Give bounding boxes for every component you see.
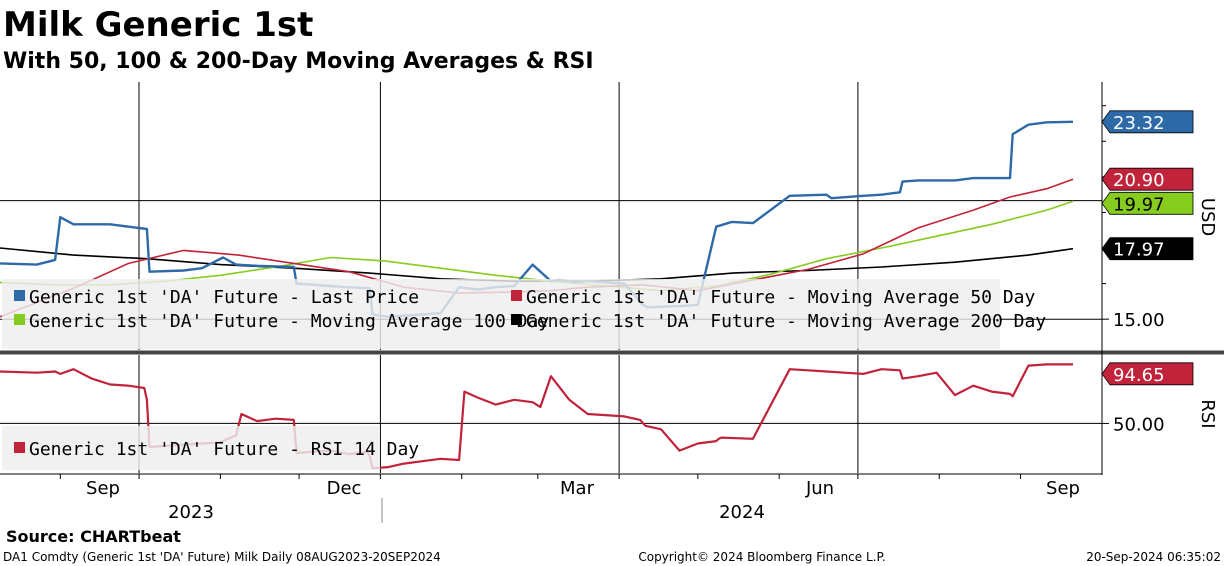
x-tick-label: Sep: [86, 478, 120, 499]
legend-swatch-ma50: [511, 290, 522, 301]
source-note: Source: CHARTbeat: [6, 527, 181, 546]
x-tick-label: Jun: [805, 478, 834, 499]
last-value-label: 17.97: [1113, 240, 1165, 261]
x-tick-label: Mar: [560, 478, 595, 499]
last-value-badge: [1101, 191, 1194, 215]
year-label: 2023: [168, 502, 214, 523]
rsi-legend-box: [2, 426, 380, 470]
legend-label-ma50: Generic 1st 'DA' Future - Moving Average…: [526, 287, 1035, 308]
series-line-ma100: [0, 200, 1074, 292]
x-tick-label: Dec: [327, 478, 362, 499]
legend-swatch-ma200: [511, 314, 522, 325]
last-value-badge: [1101, 362, 1194, 386]
legend-label-ma100: Generic 1st 'DA' Future - Moving Average…: [29, 311, 549, 332]
last-value-label: 20.90: [1113, 170, 1165, 191]
grid-layer: [0, 82, 1102, 473]
year-label: 2024: [719, 502, 765, 523]
last-value-badge: [1101, 237, 1194, 261]
y-tick-label-price: 15.00: [1113, 310, 1165, 331]
legend-swatch-ma100: [14, 314, 25, 325]
last-value-label: 94.65: [1113, 365, 1165, 386]
axis-layer: 15.00 50.00 USD RSI Sep Dec Mar Jun Sep 2023 2024: [0, 82, 1224, 523]
footer-timestamp: 20-Sep-2024 06:35:02: [1086, 550, 1221, 564]
legend-swatch-last: [14, 290, 25, 301]
last-value-label: 23.32: [1113, 113, 1165, 134]
badge-layer: 23.32 20.90 19.97 17.97 94.65: [1101, 110, 1194, 386]
x-tick-label: Sep: [1046, 478, 1080, 499]
footer-ticker: DA1 Comdty (Generic 1st 'DA' Future) Mil…: [3, 550, 441, 564]
chart-title: Milk Generic 1st: [3, 5, 313, 45]
last-value-badge: [1101, 110, 1194, 134]
chart-subtitle: With 50, 100 & 200-Day Moving Averages &…: [3, 49, 594, 74]
y-axis-title-price: USD: [1197, 198, 1218, 236]
y-tick-label-rsi: 50.00: [1113, 414, 1165, 435]
legend-swatch-rsi: [14, 442, 25, 453]
last-value-label: 19.97: [1113, 194, 1165, 215]
legend-label-last: Generic 1st 'DA' Future - Last Price: [29, 287, 419, 308]
y-axis-title-rsi: RSI: [1197, 399, 1218, 428]
footer-copyright: Copyright© 2024 Bloomberg Finance L.P.: [638, 550, 885, 564]
legend-label-rsi: Generic 1st 'DA' Future - RSI 14 Day: [29, 439, 419, 460]
legend-layer: Generic 1st 'DA' Future - Last Price Gene…: [2, 279, 1046, 470]
price-legend-box: [2, 279, 1000, 349]
last-value-badge: [1101, 167, 1194, 191]
series-line-ma200: [0, 247, 1074, 283]
legend-label-ma200: Generic 1st 'DA' Future - Moving Average…: [526, 311, 1046, 332]
